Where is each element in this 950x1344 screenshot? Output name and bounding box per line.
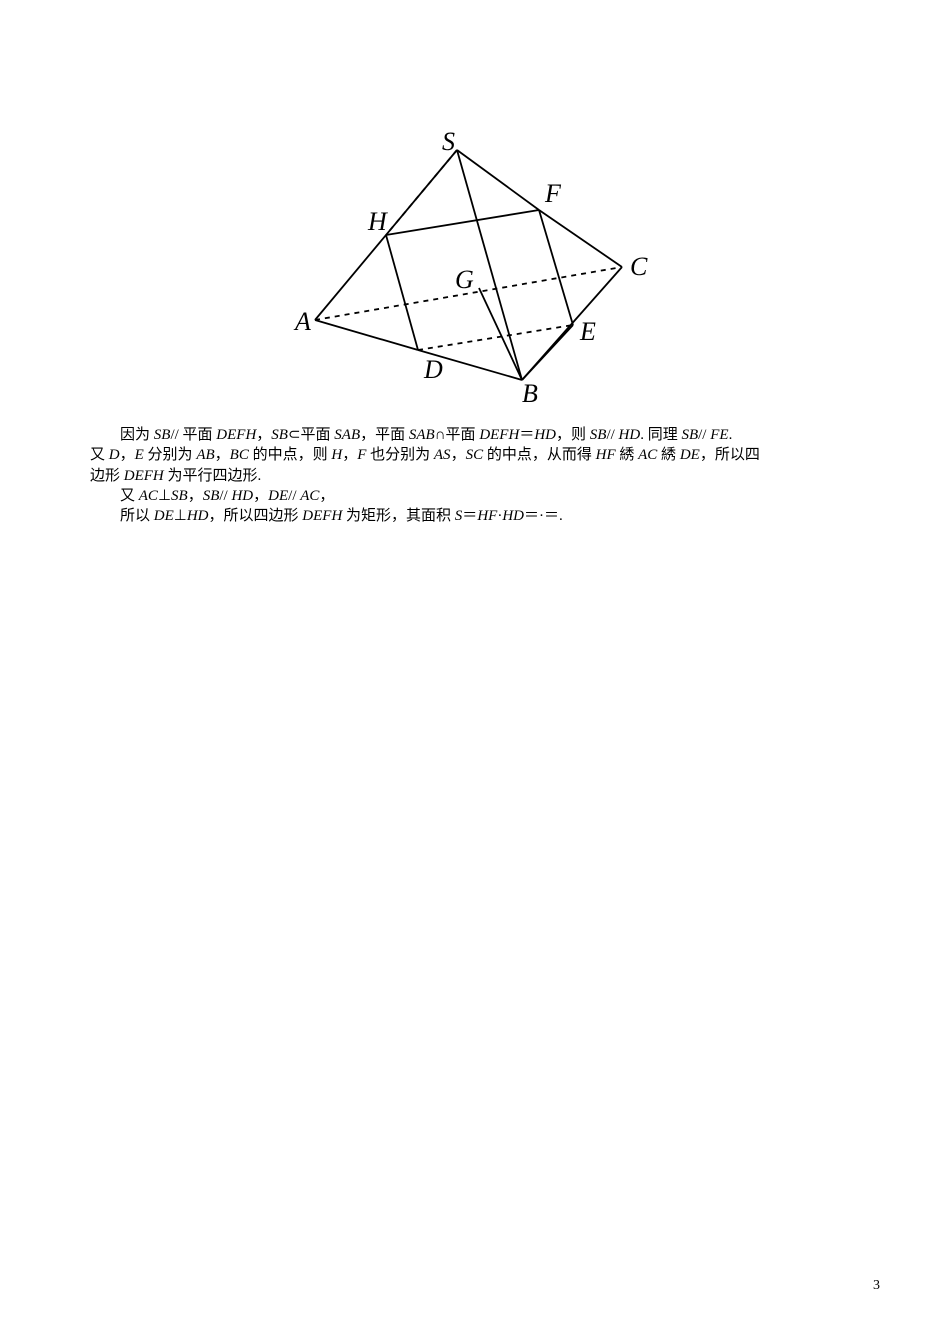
var-HF: HF xyxy=(477,508,497,524)
svg-text:D: D xyxy=(423,355,443,384)
text: . xyxy=(729,427,733,443)
var-SB: SB xyxy=(590,427,607,443)
var-HD: HD xyxy=(534,427,556,443)
text: 又 xyxy=(90,447,109,463)
text: ， xyxy=(215,447,230,463)
text: ，平面 xyxy=(360,427,409,443)
text: ，则 xyxy=(556,427,590,443)
text: ， xyxy=(253,488,268,504)
var-SAB: SAB xyxy=(334,427,360,443)
text: 因为 xyxy=(120,427,154,443)
paragraph-1: 因为 SB// 平面 DEFH，SB⊂平面 SAB，平面 SAB∩平面 DEFH… xyxy=(90,425,860,445)
var-SAB: SAB xyxy=(409,427,435,443)
text: ＝ xyxy=(519,427,534,443)
text: // xyxy=(698,427,710,443)
text: ， xyxy=(120,447,135,463)
var-AC: AC xyxy=(300,488,319,504)
text: ，所以四边形 xyxy=(209,508,303,524)
var-AS: AS xyxy=(434,447,451,463)
text: // xyxy=(219,488,231,504)
text: ＝·＝. xyxy=(524,508,563,524)
svg-text:S: S xyxy=(442,130,455,156)
text: 边形 xyxy=(90,468,124,484)
text: 綉 xyxy=(619,447,638,463)
paragraph-3: 边形 DEFH 为平行四边形. xyxy=(90,466,860,486)
var-SB: SB xyxy=(271,427,288,443)
text: ∩平面 xyxy=(435,427,480,443)
text: 所以 xyxy=(120,508,154,524)
var-SB: SB xyxy=(154,427,171,443)
text: 为平行四边形. xyxy=(168,468,262,484)
text: ， xyxy=(342,447,357,463)
svg-text:A: A xyxy=(293,307,311,336)
page-number: 3 xyxy=(873,1278,880,1294)
text: ， xyxy=(451,447,466,463)
diagram-container: S A B C D E F H G xyxy=(0,0,950,415)
text: 为矩形，其面积 xyxy=(346,508,455,524)
var-H: H xyxy=(331,447,342,463)
paragraph-4: 又 AC⊥SB，SB// HD，DE// AC， xyxy=(90,486,860,506)
text: ＝ xyxy=(462,508,477,524)
var-DE: DE xyxy=(154,508,174,524)
var-DEFH: DEFH xyxy=(479,427,519,443)
var-HD: HD xyxy=(231,488,253,504)
var-DEFH: DEFH xyxy=(216,427,256,443)
text: // xyxy=(606,427,618,443)
var-F: F xyxy=(357,447,370,463)
var-SB: SB xyxy=(171,488,188,504)
var-E: E xyxy=(135,447,148,463)
text: . 同理 xyxy=(640,427,681,443)
text: ， xyxy=(256,427,271,443)
svg-text:E: E xyxy=(579,317,596,346)
var-FE: FE xyxy=(710,427,728,443)
var-BC: BC xyxy=(230,447,253,463)
var-HF: HF xyxy=(596,447,620,463)
text: ⊥ xyxy=(158,488,171,504)
text: 又 xyxy=(120,488,139,504)
text: ，所以四 xyxy=(700,447,760,463)
svg-text:B: B xyxy=(522,379,538,408)
svg-text:F: F xyxy=(544,179,562,208)
text: 的中点，从而得 xyxy=(487,447,596,463)
var-DE: DE xyxy=(680,447,700,463)
paragraph-5: 所以 DE⊥HD，所以四边形 DEFH 为矩形，其面积 S＝HF·HD＝·＝. xyxy=(90,506,860,526)
text: 的中点，则 xyxy=(253,447,332,463)
paragraph-2: 又 D，E 分别为 AB，BC 的中点，则 H，F 也分别为 AS，SC 的中点… xyxy=(90,445,860,465)
text: ， xyxy=(319,488,334,504)
var-HD: HD xyxy=(619,427,641,443)
text: 也分别为 xyxy=(370,447,434,463)
text: ， xyxy=(188,488,203,504)
proof-text: 因为 SB// 平面 DEFH，SB⊂平面 SAB，平面 SAB∩平面 DEFH… xyxy=(0,415,950,536)
var-AB: AB xyxy=(196,447,214,463)
text: // xyxy=(288,488,300,504)
var-DEFH: DEFH xyxy=(124,468,168,484)
var-D: D xyxy=(109,447,120,463)
var-DEFH: DEFH xyxy=(302,508,346,524)
var-HD: HD xyxy=(187,508,209,524)
geometry-diagram: S A B C D E F H G xyxy=(290,130,660,410)
svg-text:C: C xyxy=(630,252,648,281)
var-DE: DE xyxy=(268,488,288,504)
var-AC: AC xyxy=(139,488,158,504)
text: 分别为 xyxy=(148,447,197,463)
var-SC: SC xyxy=(466,447,487,463)
svg-text:G: G xyxy=(455,265,474,294)
var-HD: HD xyxy=(502,508,524,524)
text: 綉 xyxy=(661,447,680,463)
svg-text:H: H xyxy=(367,207,388,236)
text: ⊂平面 xyxy=(288,427,334,443)
text: ⊥ xyxy=(174,508,187,524)
var-SB: SB xyxy=(203,488,220,504)
text: // 平面 xyxy=(170,427,216,443)
var-AC: AC xyxy=(638,447,661,463)
var-SB: SB xyxy=(681,427,698,443)
